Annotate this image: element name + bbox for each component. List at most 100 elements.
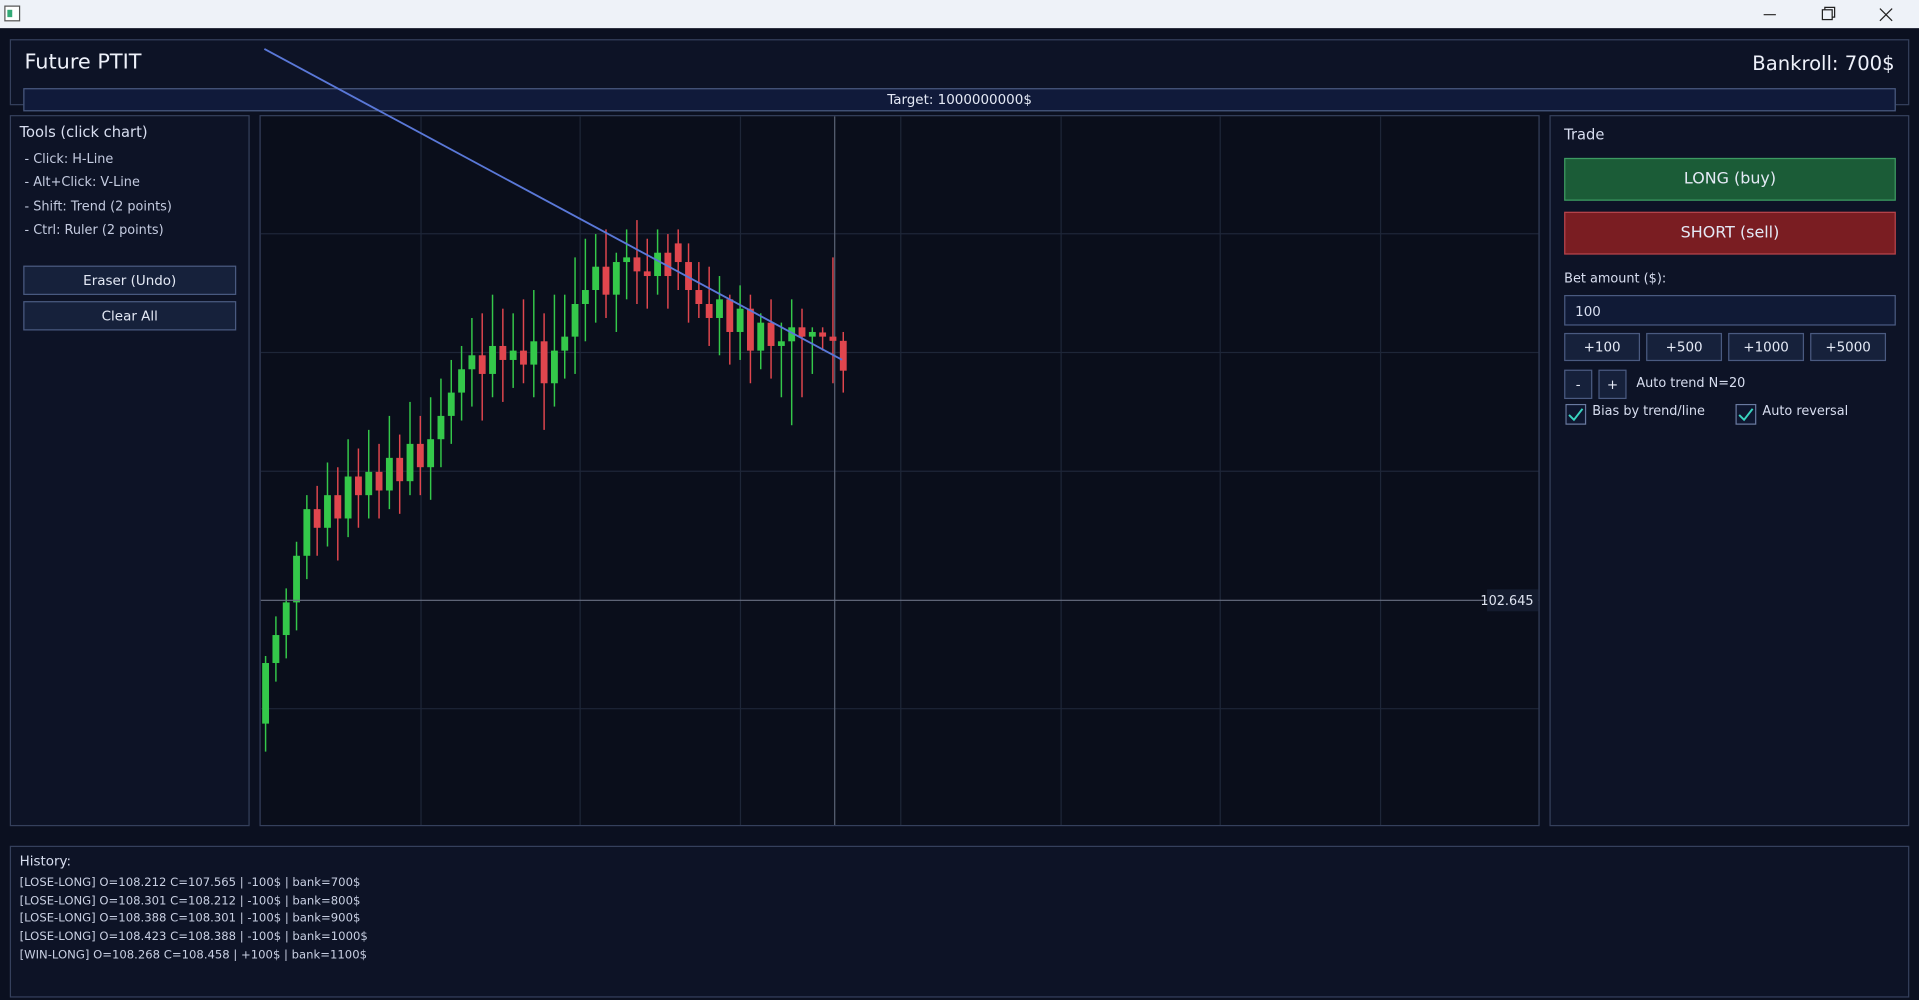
tool-item: - Click: H-Line xyxy=(24,151,114,167)
candle-body xyxy=(561,336,569,351)
candle-body xyxy=(839,340,847,371)
candle-body xyxy=(344,476,352,519)
candle-body xyxy=(746,308,754,351)
candle-body xyxy=(324,495,331,528)
chart[interactable]: 102.645 xyxy=(259,115,1540,827)
app-icon xyxy=(4,5,21,22)
candle-body xyxy=(262,663,270,724)
bankroll: Bankroll: 700$ xyxy=(1752,51,1895,75)
candle-body xyxy=(685,262,692,291)
candle-body xyxy=(489,345,496,374)
tools-title: Tools (click chart) xyxy=(19,123,148,141)
plus-button[interactable]: + xyxy=(1598,369,1627,400)
tool-item: - Alt+Click: V-Line xyxy=(24,175,140,190)
candle-body xyxy=(499,345,507,360)
add-button[interactable]: +500 xyxy=(1646,332,1723,362)
bet-input[interactable]: 100 xyxy=(1564,294,1896,326)
candle-body xyxy=(458,369,466,393)
candle-body xyxy=(643,271,651,277)
clear-button[interactable]: Clear All xyxy=(23,301,237,331)
history-entry: [LOSE-LONG] O=108.423 C=108.388 | -100$ … xyxy=(19,930,368,944)
minus-button[interactable]: - xyxy=(1564,369,1593,400)
tools-panel xyxy=(9,115,250,827)
history-title: History: xyxy=(19,853,72,870)
trade-title: Trade xyxy=(1564,126,1605,144)
candle-body xyxy=(623,257,631,263)
candle-body xyxy=(313,509,321,528)
target-text: Target: 1000000000$ xyxy=(887,91,1032,108)
candle-body xyxy=(736,308,744,332)
candle-body xyxy=(293,555,300,603)
short-button[interactable]: SHORT (sell) xyxy=(1564,211,1896,255)
candle-body xyxy=(654,252,662,277)
candle-body xyxy=(798,327,806,337)
candle-body xyxy=(612,262,620,295)
candle-body xyxy=(695,290,703,305)
candle-body xyxy=(540,341,548,384)
candle-body xyxy=(592,266,600,291)
tool-item: - Shift: Trend (2 points) xyxy=(24,199,172,215)
candle-body xyxy=(819,332,827,337)
candle-body xyxy=(726,299,734,332)
candle-body xyxy=(788,327,796,342)
checkbox-label: Bias by trend/line xyxy=(1592,403,1705,419)
tool-item: - Ctrl: Ruler (2 points) xyxy=(24,222,164,238)
target-bar: Target: 1000000000$ xyxy=(23,88,1896,112)
candle-body xyxy=(385,457,393,491)
candle-body xyxy=(829,336,837,341)
h-line-label-bg xyxy=(1487,589,1539,612)
candle-body xyxy=(509,350,517,360)
candle-body xyxy=(375,471,383,491)
h-line-label: 102.645 xyxy=(1480,594,1533,609)
candle-body xyxy=(767,322,775,346)
candle-body xyxy=(355,476,362,496)
history-entry: [WIN-LONG] O=108.268 C=108.458 | +100$ |… xyxy=(19,948,367,963)
history-entry: [LOSE-LONG] O=108.301 C=108.212 | -100$ … xyxy=(19,894,361,909)
add-button[interactable]: +1000 xyxy=(1728,332,1805,362)
add-button[interactable]: +100 xyxy=(1564,332,1641,362)
app-title: Future PTIT xyxy=(24,50,142,75)
candle-body xyxy=(416,443,424,468)
eraser-button[interactable]: Eraser (Undo) xyxy=(23,265,237,295)
candle-body xyxy=(468,355,476,370)
candle-body xyxy=(664,252,672,277)
candle-body xyxy=(716,299,723,318)
candle-body xyxy=(550,350,558,384)
checkbox[interactable] xyxy=(1735,403,1757,426)
candle-body xyxy=(705,304,713,318)
candle-body xyxy=(282,602,290,636)
candle-body xyxy=(571,304,579,337)
candle-body xyxy=(581,290,589,305)
check-mark xyxy=(1738,408,1754,422)
candle-body xyxy=(808,331,816,337)
candle-body xyxy=(777,341,785,346)
history-entry: [LOSE-LONG] O=108.212 C=107.565 | -100$ … xyxy=(19,876,361,890)
candle-body xyxy=(406,443,414,482)
candle-body xyxy=(334,495,342,519)
candle-body xyxy=(602,266,610,295)
history-panel xyxy=(9,845,1910,998)
grid xyxy=(260,116,1539,825)
candle-body xyxy=(633,257,641,272)
long-button[interactable]: LONG (buy) xyxy=(1564,157,1896,201)
candle-body xyxy=(396,457,404,482)
window-controls[interactable] xyxy=(1758,2,1905,26)
add-button[interactable]: +5000 xyxy=(1810,332,1887,362)
candle-body xyxy=(365,471,373,496)
checkbox[interactable] xyxy=(1565,403,1587,426)
auto-trend: Auto trend N=20 xyxy=(1636,375,1746,391)
candle-body xyxy=(437,415,445,440)
candle-body xyxy=(427,439,435,468)
checkbox-label: Auto reversal xyxy=(1762,403,1849,419)
candle-body xyxy=(757,322,765,351)
candle-body xyxy=(520,350,527,365)
candle-body xyxy=(674,243,682,263)
candle-body xyxy=(272,635,280,664)
candle-body xyxy=(303,509,311,556)
title-bar xyxy=(0,0,1919,29)
candle-body xyxy=(478,355,486,374)
candle-body xyxy=(447,392,455,416)
bet-label: Bet amount ($): xyxy=(1564,271,1667,287)
history-entry: [LOSE-LONG] O=108.388 C=108.301 | -100$ … xyxy=(19,911,361,926)
